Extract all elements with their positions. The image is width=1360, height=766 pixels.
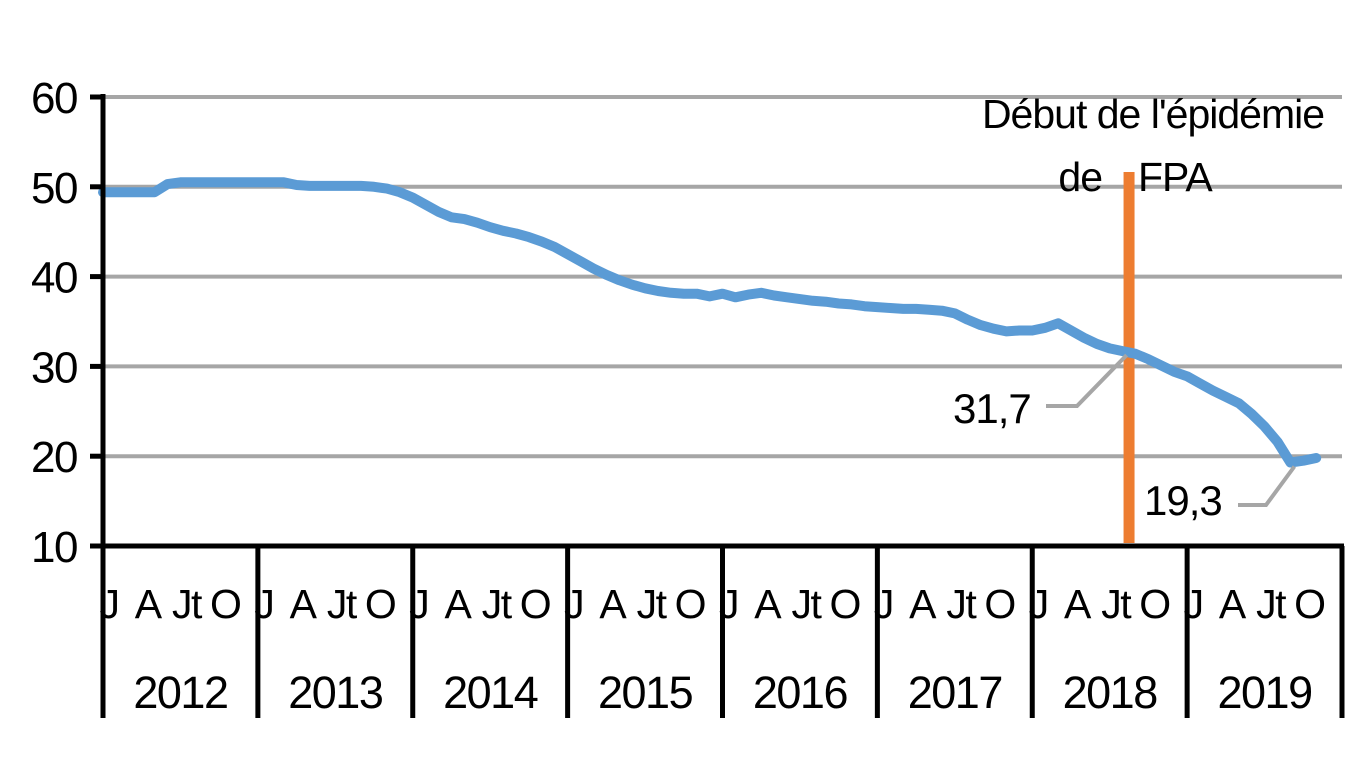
x-axis-month-label: O [365,581,395,627]
x-axis-month-label: Jt [482,581,513,627]
x-axis-year-label: 2013 [288,667,383,718]
y-axis-tick-label: 50 [31,164,77,213]
x-axis-month-label: A [135,581,163,627]
event-annotation-line1: Début de l'épidémie [981,91,1325,137]
x-axis-year-label: 2012 [133,667,227,718]
x-axis-month-label: J [254,581,273,627]
callout-label-value-2018: 31,7 [953,385,1032,432]
callout-leader-2 [1238,465,1297,507]
x-axis-month-label: O [829,581,859,627]
x-axis-year-label: 2017 [908,667,1002,718]
x-axis-month-label: J [564,581,583,627]
x-axis-month-label: J [1184,581,1203,627]
x-axis-month-label: Jt [1101,581,1132,627]
x-axis-month-label: Jt [172,581,203,627]
series-line-sow-herd [98,177,1322,468]
x-axis-year-label: 2014 [443,667,538,718]
x-axis-month-label: A [1064,581,1092,627]
x-axis-year-label: 2015 [598,667,693,718]
callout-leader-1 [1046,353,1129,408]
x-axis-month-label: Jt [946,581,977,627]
x-axis-month-label: J [1029,581,1048,627]
y-axis-tick-label: 10 [31,523,77,572]
x-axis-month-label: O [1294,581,1324,627]
y-axis-tick-label: 30 [31,343,77,392]
x-axis-year-label: 2019 [1218,667,1312,718]
x-axis-month-label: A [754,581,782,627]
x-axis-month-label: J [409,581,428,627]
x-axis-year-label: 2016 [753,667,848,718]
x-axis-month-label: J [100,581,119,627]
x-axis-month-label: A [599,581,627,627]
x-axis-month-label: J [874,581,893,627]
event-annotation-line2-fpa: FPA [1138,154,1213,200]
x-axis-month-label: O [210,581,240,627]
event-annotation-line2-de: de [1058,154,1103,200]
x-axis-month-label: O [675,581,705,627]
y-axis-tick-label: 40 [31,254,77,303]
x-axis-month-label: Jt [1256,581,1287,627]
x-axis-month-label: A [445,581,473,627]
x-axis-month-label: O [1139,581,1169,627]
x-axis-month-label: Jt [637,581,668,627]
callout-label-value-2019: 19,3 [1144,477,1223,524]
y-axis-tick-label: 60 [31,74,77,123]
y-axis-tick-label: 20 [31,433,77,482]
x-axis-month-label: J [719,581,738,627]
x-axis-month-label: A [909,581,937,627]
x-axis-month-label: Jt [327,581,358,627]
x-axis-month-label: A [1219,581,1247,627]
x-axis-month-label: Jt [791,581,822,627]
x-axis-year-label: 2018 [1063,667,1158,718]
x-axis-month-label: A [290,581,318,627]
x-axis-month-label: O [520,581,550,627]
x-axis-month-label: O [984,581,1014,627]
